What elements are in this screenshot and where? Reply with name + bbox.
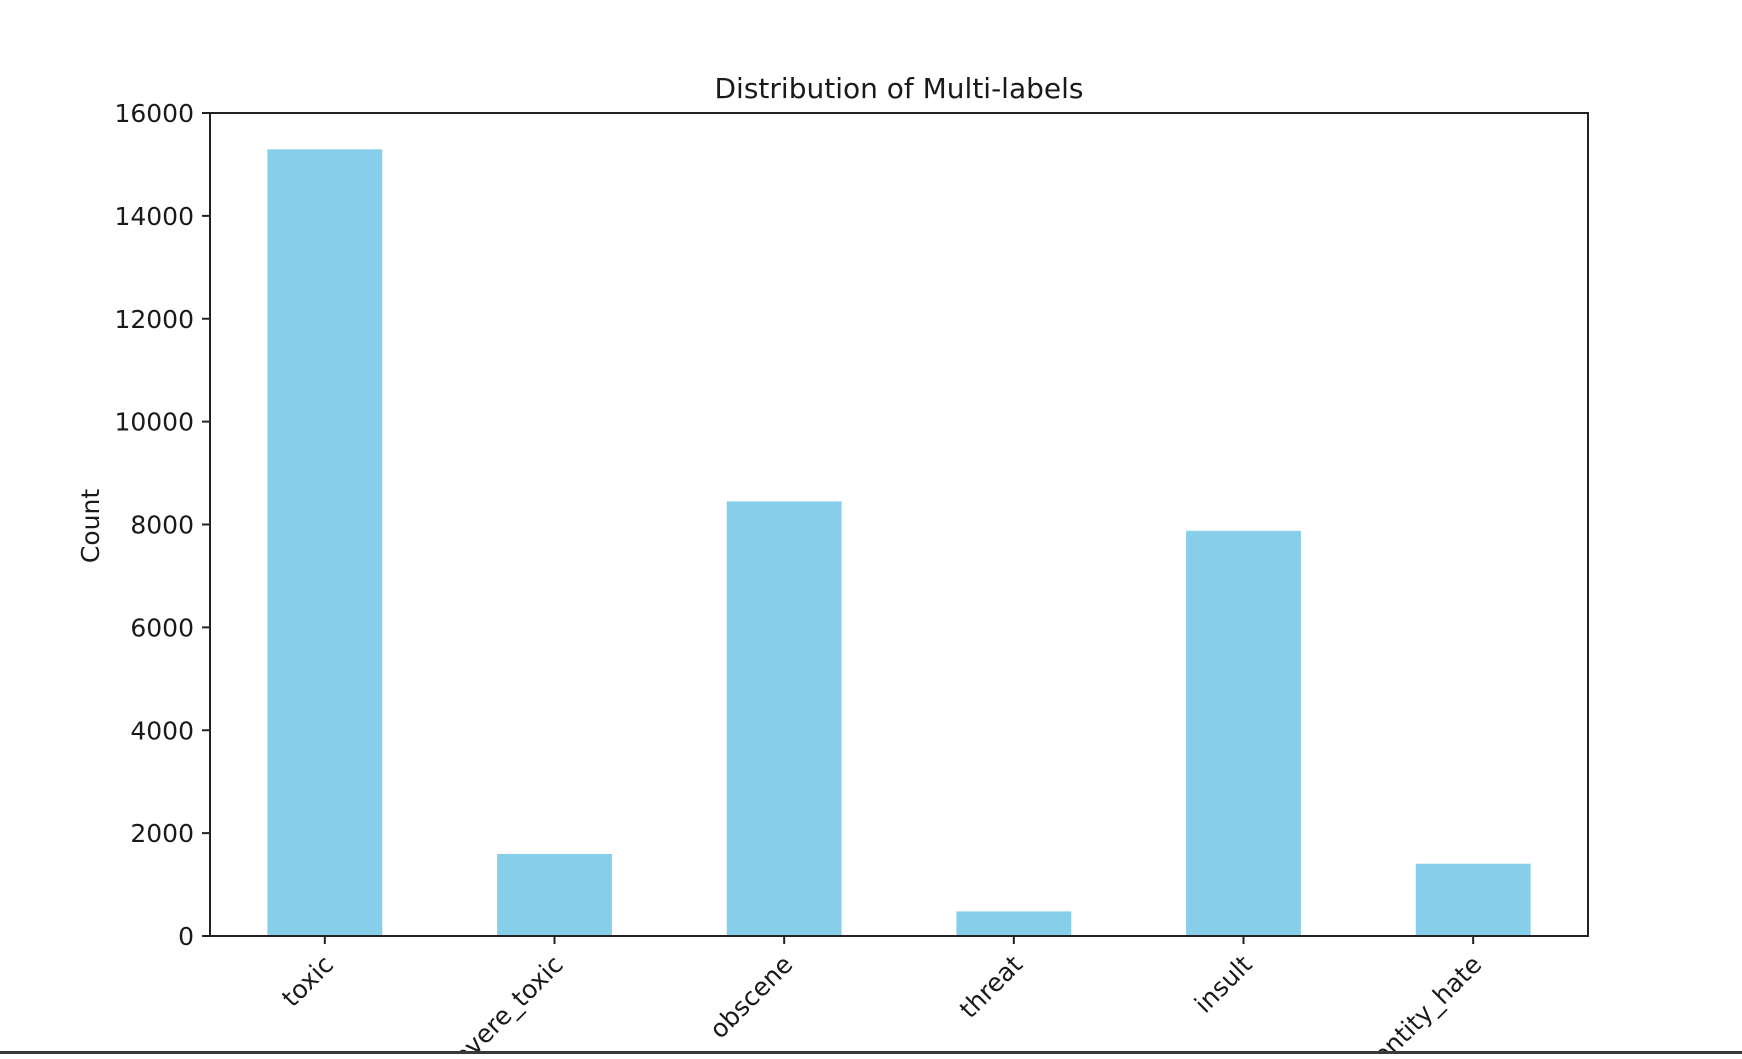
bar-insult [1186, 530, 1301, 936]
y-tick-label: 16000 [114, 99, 194, 128]
y-tick-label: 14000 [114, 202, 194, 231]
y-tick-label: 12000 [114, 305, 194, 334]
window-bottom-edge [0, 1051, 1742, 1054]
y-tick-label: 2000 [130, 819, 194, 848]
y-tick-label: 0 [178, 922, 194, 951]
y-axis-ticks: 0 2000 4000 6000 8000 10000 12000 14000 16000 [114, 99, 210, 951]
y-tick-label: 10000 [114, 408, 194, 437]
bar-toxic [267, 149, 383, 936]
bar-severe-toxic [497, 853, 612, 936]
bars-group [267, 149, 1531, 936]
y-tick-label: 6000 [130, 613, 194, 642]
y-axis-label: Count [76, 489, 105, 563]
chart-title: Distribution of Multi-labels [715, 72, 1084, 105]
plot-frame [209, 112, 1589, 937]
bar-identity-hate [1415, 863, 1531, 936]
bar-obscene [726, 501, 842, 936]
y-tick-label: 8000 [130, 511, 194, 540]
bar-threat [956, 911, 1072, 936]
y-tick-label: 4000 [130, 716, 194, 745]
